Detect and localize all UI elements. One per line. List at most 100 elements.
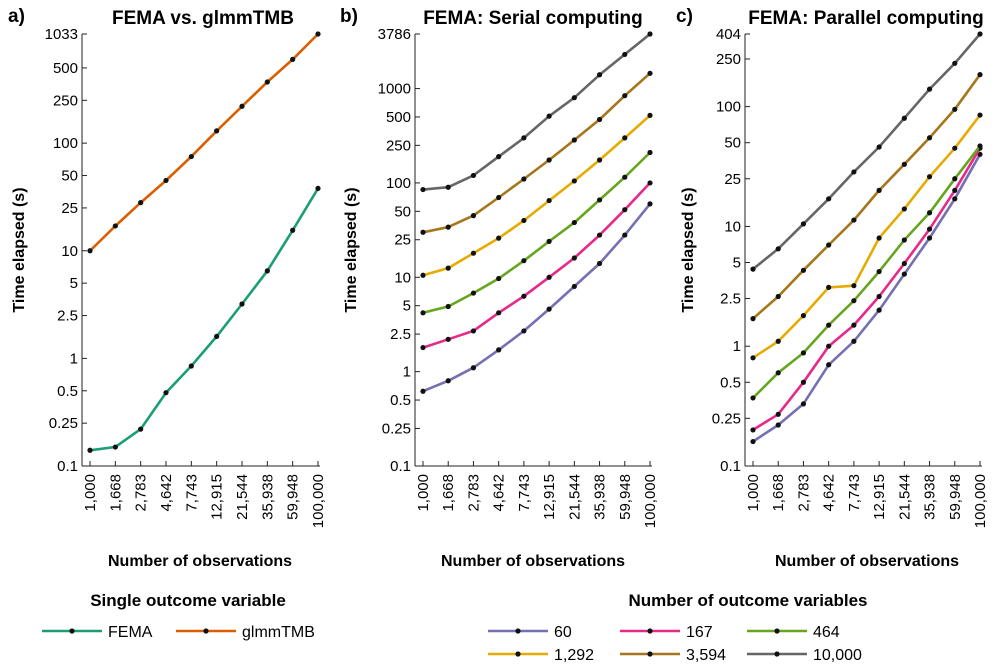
legend-swatch-marker — [69, 628, 75, 634]
data-point — [977, 151, 983, 157]
x-tick-label: 2,783 — [465, 474, 482, 512]
data-point — [926, 226, 933, 232]
series-line-464 — [422, 151, 651, 315]
data-point — [622, 93, 628, 99]
data-point — [977, 143, 983, 149]
series-line-60 — [422, 203, 652, 393]
legend-label: glmmTMB — [242, 624, 315, 641]
panel-a-y-axis-title: Time elapsed (s) — [11, 187, 28, 312]
data-point — [926, 210, 933, 216]
data-point — [901, 271, 907, 277]
data-point — [775, 370, 781, 376]
x-tick-label: 21,544 — [896, 474, 913, 520]
data-point — [876, 293, 882, 300]
data-point — [571, 95, 577, 101]
data-point — [876, 307, 882, 313]
legend-single: FEMA glmmTMB — [42, 624, 315, 641]
series-line-464 — [752, 145, 982, 399]
x-tick-label: 59,948 — [947, 474, 964, 520]
data-point — [445, 184, 451, 190]
panel-a-title: FEMA vs. glmmTMB — [112, 8, 294, 29]
data-point — [851, 217, 857, 223]
data-point — [596, 197, 603, 203]
legend-label: 60 — [554, 624, 572, 641]
x-tick-label: 1,668 — [770, 474, 787, 512]
data-point — [571, 283, 577, 290]
data-point — [571, 219, 577, 226]
data-point — [622, 51, 628, 58]
y-tick-label: 0.5 — [720, 374, 741, 391]
panel-a-label: a) — [8, 6, 25, 27]
data-point — [952, 187, 958, 193]
x-tick-label: 1,000 — [82, 474, 99, 512]
series-line-167 — [422, 182, 651, 349]
series-line-glmmTMB — [89, 33, 319, 252]
data-point — [496, 310, 502, 316]
y-tick-label: 404 — [716, 26, 741, 43]
data-point — [420, 344, 426, 351]
y-tick-label: 25 — [394, 232, 411, 249]
data-point — [87, 248, 93, 254]
legend-swatch-marker — [515, 628, 521, 634]
y-tick-label: 0.25 — [712, 410, 741, 427]
data-point — [571, 255, 577, 261]
data-point — [750, 316, 756, 322]
data-point — [926, 135, 933, 141]
data-point — [851, 283, 857, 289]
legend-item-1292: 1,292 — [488, 647, 594, 664]
x-tick-label: 2,783 — [133, 474, 150, 512]
legend-item-fema: FEMA — [42, 624, 153, 641]
series-line-60 — [752, 153, 982, 443]
y-tick-label: 2.5 — [720, 291, 741, 308]
data-point — [315, 31, 321, 37]
data-point — [876, 235, 882, 241]
legend-label: 10,000 — [813, 647, 862, 664]
y-tick-label: 250 — [716, 51, 741, 68]
x-tick-label: 12,915 — [871, 474, 888, 520]
data-point — [952, 145, 958, 151]
data-point — [800, 350, 807, 356]
panel-c-plot: 0.1 0.25 0.5 1 2.5 5 10 25 50 100 250 404 1,000 1,668… — [712, 26, 989, 528]
data-point — [750, 438, 756, 445]
data-point — [826, 284, 832, 290]
legend-item-3594: 3,594 — [620, 647, 726, 664]
y-tick-label: 10 — [394, 269, 411, 286]
legend-multi-title: Number of outcome variables — [628, 591, 867, 610]
data-point — [546, 274, 552, 280]
y-tick-label: 250 — [386, 137, 411, 154]
y-tick-label: 0.25 — [382, 420, 411, 437]
data-point — [239, 301, 245, 307]
data-point — [775, 422, 781, 428]
data-point — [470, 328, 477, 334]
panel-b-plot: 0.1 0.25 0.5 1 2.5 5 10 25 50 100 250 500 1000 3786 1,… — [378, 26, 659, 528]
legend-swatch-marker — [515, 651, 521, 657]
data-point — [876, 187, 882, 193]
y-tick-label: 0.5 — [390, 392, 411, 409]
data-point — [851, 298, 857, 304]
y-tick-label: 0.1 — [390, 458, 411, 475]
data-point — [521, 217, 527, 224]
data-point — [290, 227, 296, 233]
y-tick-label: 100 — [386, 175, 411, 192]
data-point — [750, 427, 756, 433]
data-point — [290, 56, 296, 62]
y-tick-label: 50 — [394, 203, 411, 220]
data-point — [647, 112, 653, 118]
x-tick-label: 1,000 — [415, 474, 432, 512]
data-point — [420, 186, 426, 193]
data-point — [264, 268, 270, 274]
panel-c-x-axis-title: Number of observations — [775, 553, 959, 570]
data-point — [647, 201, 653, 207]
data-point — [926, 174, 933, 180]
data-point — [800, 313, 807, 319]
data-point — [138, 200, 144, 206]
data-point — [596, 260, 603, 267]
data-point — [750, 266, 756, 272]
y-tick-label: 100 — [716, 99, 741, 116]
data-point — [926, 235, 933, 241]
data-point — [496, 154, 502, 160]
y-tick-label: 500 — [386, 109, 411, 126]
x-tick-label: 21,544 — [234, 474, 251, 520]
x-tick-label: 100,000 — [310, 474, 327, 528]
data-point — [470, 172, 477, 179]
